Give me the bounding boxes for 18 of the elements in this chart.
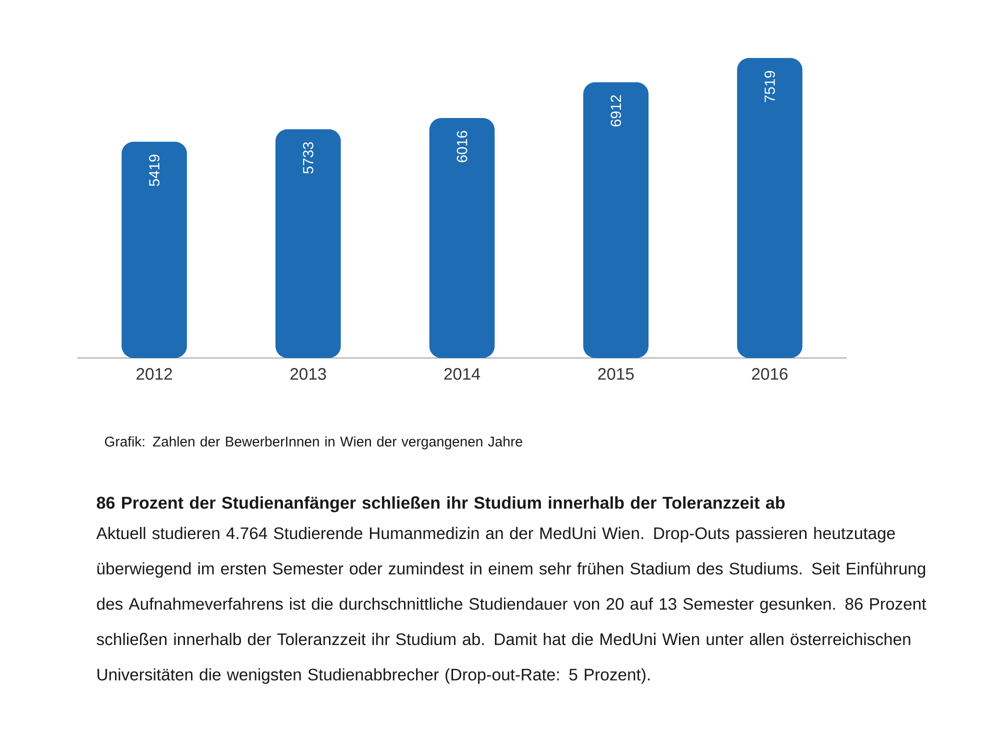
data-label: 6016 xyxy=(456,130,468,162)
bar xyxy=(737,58,802,358)
data-label: 5419 xyxy=(149,154,160,186)
x-tick-label: 2015 xyxy=(598,368,634,380)
text: 86 Prozent der Studienanfänger schließen ihr Studium innerhalb der Toleranzzeit ab xyxy=(96,496,785,512)
bar xyxy=(122,142,187,358)
bar xyxy=(275,129,341,358)
x-tick-label: 2014 xyxy=(444,368,480,380)
x-tick-label: 2013 xyxy=(290,368,326,380)
data-label: 5733 xyxy=(302,142,314,174)
x-tick-label: 2012 xyxy=(136,368,172,380)
bar xyxy=(429,118,495,358)
text: Grafik: Zahlen der BewerberInnen in Wien der vergangenen Jahre xyxy=(104,436,522,450)
bar xyxy=(583,82,649,358)
x-tick-label: 2016 xyxy=(752,368,788,380)
data-label: 6912 xyxy=(610,95,622,126)
text: Aktuell studieren 4.764 Studierende Humanmedizin an der MedUni Wien. Drop-Outs passieren heutzutage überwiegend im ersten Semester oder zumindest in einem sehr frühen Stadium des Studiums. Seit Einführung des Aufnahmeverfahrens ist die durchschnittliche Studiendauer von 20 auf 13 Semester gesunken. 86 Prozent schließen innerhalb der Toleranzzeit ihr Studium ab. Damit hat die MedUni Wien unter allen österreichischen Universitäten die wenigsten Studienabbrecher (Drop-out-Rate: 5 Prozent). xyxy=(96,526,926,684)
data-label: 7519 xyxy=(764,70,775,102)
